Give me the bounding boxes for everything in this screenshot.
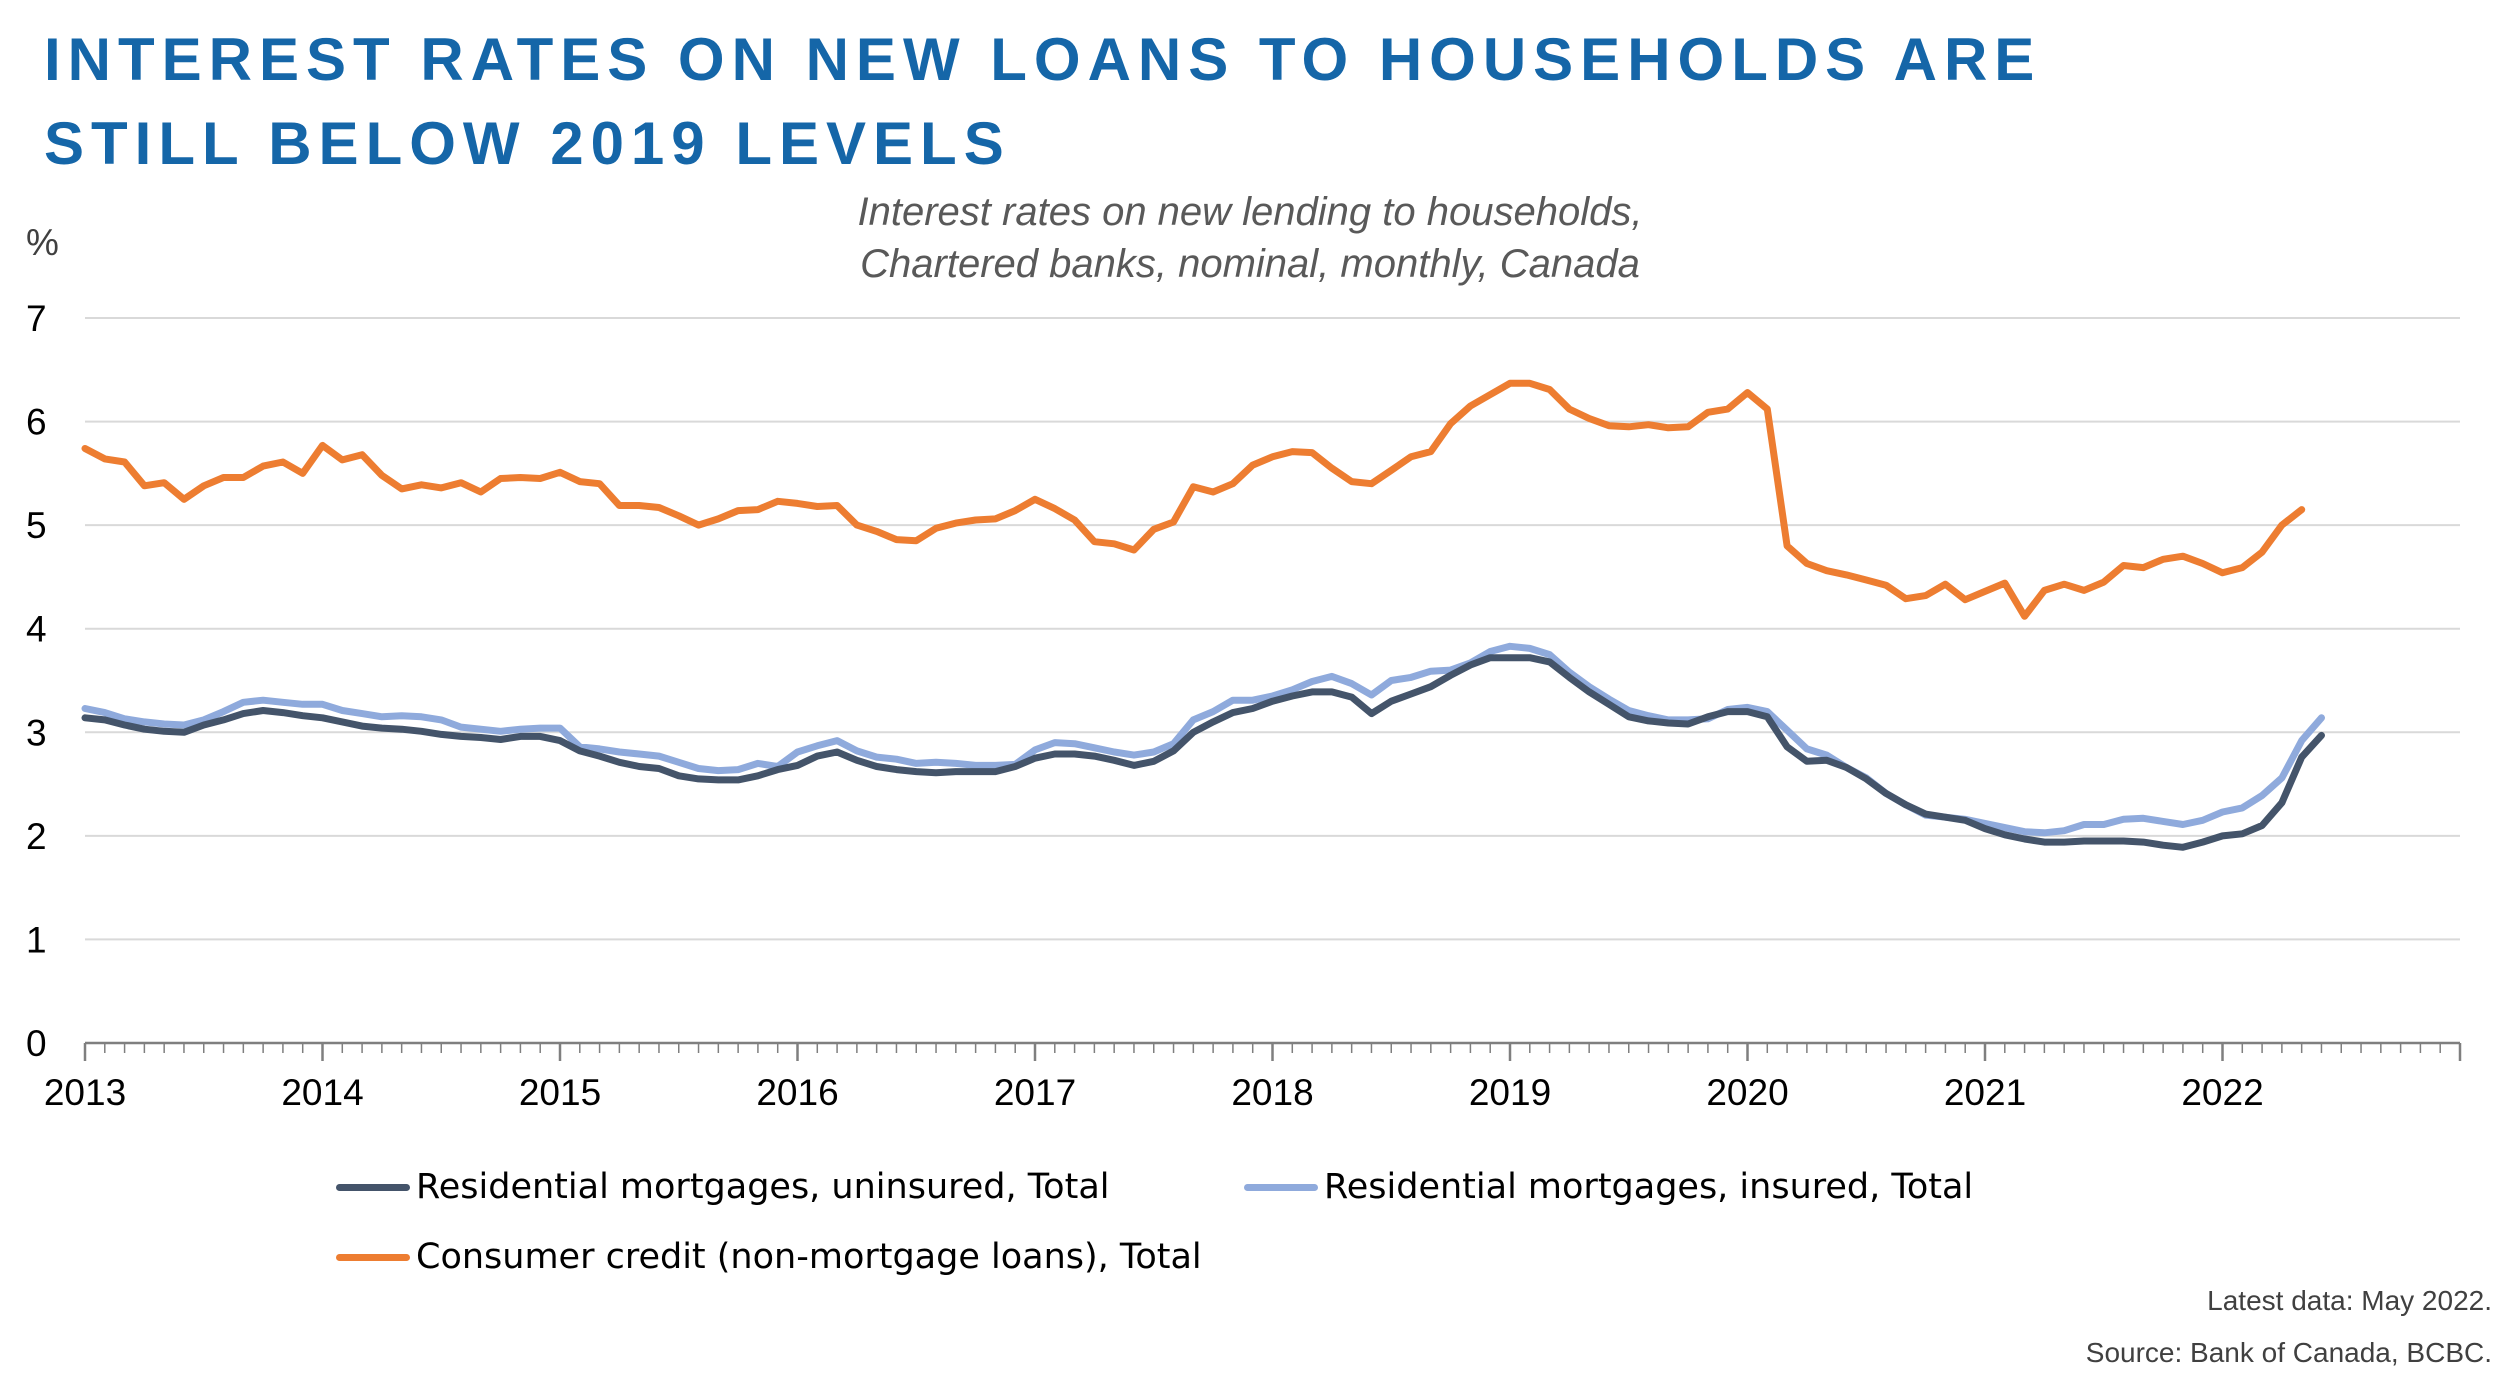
- series-line-consumer: [81, 379, 2306, 620]
- y-tick-label-3: 3: [26, 712, 47, 753]
- series-line-uninsured: [81, 654, 2325, 851]
- y-tick-label-7: 7: [26, 298, 47, 339]
- x-tick-label-2016: 2016: [756, 1072, 838, 1113]
- chart-title: INTEREST RATES ON NEW LOANS TO HOUSEHOLD…: [44, 18, 2244, 186]
- x-tick-label-2014: 2014: [281, 1072, 363, 1113]
- chart-title-line-2: STILL BELOW 2019 LEVELS: [44, 110, 1011, 177]
- y-tick-label-0: 0: [26, 1023, 47, 1064]
- x-tick-label-2020: 2020: [1706, 1072, 1788, 1113]
- x-tick-label-2017: 2017: [994, 1072, 1076, 1113]
- legend-item-consumer: Consumer credit (non-mortgage loans), To…: [336, 1230, 1202, 1284]
- x-tick-label-2013: 2013: [44, 1072, 126, 1113]
- y-axis-unit-label: %: [26, 222, 59, 263]
- x-tick-label-2022: 2022: [2181, 1072, 2263, 1113]
- y-tick-label-6: 6: [26, 402, 47, 443]
- legend-label-insured: Residential mortgages, insured, Total: [1324, 1167, 1974, 1207]
- series-line-insured: [81, 642, 2325, 837]
- x-tick-label-2015: 2015: [519, 1072, 601, 1113]
- x-tick-label-2018: 2018: [1231, 1072, 1313, 1113]
- legend-label-consumer: Consumer credit (non-mortgage loans), To…: [416, 1237, 1202, 1277]
- chart-subtitle-line-1: Interest rates on new lending to househo…: [857, 190, 1643, 234]
- axes: 0 1 2 3 4 5 6 7 2013 2014 2015 2016 2017 2018 2019 2020…: [26, 298, 2462, 1113]
- x-tick-label-2021: 2021: [1944, 1072, 2026, 1113]
- legend-item-uninsured: Residential mortgages, uninsured, Total: [336, 1160, 1110, 1214]
- gridlines: [85, 317, 2460, 941]
- chart-title-line-1: INTEREST RATES ON NEW LOANS TO HOUSEHOLD…: [44, 26, 2042, 93]
- y-tick-label-2: 2: [26, 816, 47, 857]
- legend-swatch-insured: [1244, 1183, 1318, 1191]
- legend-label-uninsured: Residential mortgages, uninsured, Total: [416, 1167, 1110, 1207]
- y-tick-label-4: 4: [26, 609, 47, 650]
- chart-subtitle: Interest rates on new lending to househo…: [620, 186, 1880, 290]
- legend-swatch-consumer: [336, 1253, 410, 1261]
- legend-item-insured: Residential mortgages, insured, Total: [1244, 1160, 1973, 1214]
- y-tick-label-5: 5: [26, 505, 47, 546]
- x-tick-label-2019: 2019: [1469, 1072, 1551, 1113]
- legend-swatch-uninsured: [336, 1183, 410, 1191]
- source-note: Source: Bank of Canada, BCBC.: [2085, 1337, 2492, 1368]
- y-tick-label-1: 1: [26, 919, 47, 960]
- chart-subtitle-line-2: Chartered banks, nominal, monthly, Canad…: [860, 242, 1640, 286]
- latest-data-note: Latest data: May 2022.: [2207, 1285, 2492, 1316]
- series-lines: [81, 379, 2325, 851]
